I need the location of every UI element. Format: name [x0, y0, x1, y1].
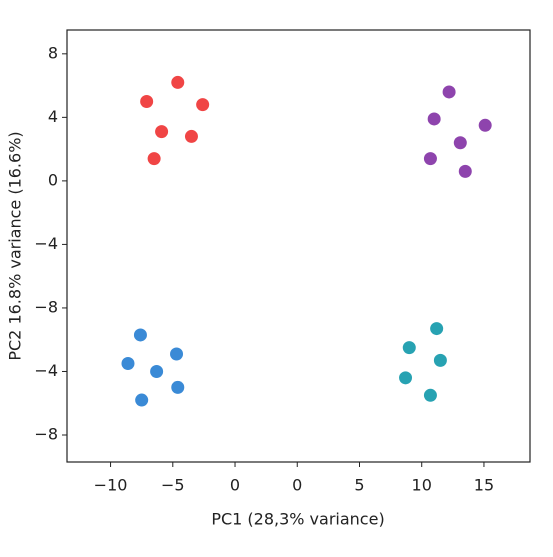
point — [458, 164, 472, 178]
point — [423, 152, 437, 166]
point — [430, 322, 444, 336]
point — [433, 353, 447, 367]
point — [478, 118, 492, 132]
point — [423, 388, 437, 402]
y-tick-label: −8 — [34, 425, 58, 444]
y-tick-label: −4 — [34, 234, 58, 253]
y-axis-label: PC2 16.8% variance (16.6%) — [6, 131, 25, 360]
point — [171, 380, 185, 394]
point — [442, 85, 456, 99]
x-tick-label: 15 — [474, 476, 494, 495]
point — [140, 94, 154, 108]
x-tick-label: 5 — [354, 476, 364, 495]
y-tick-label: 8 — [48, 43, 58, 62]
x-tick-label: 0 — [230, 476, 240, 495]
x-tick-label: −5 — [161, 476, 185, 495]
x-axis-label: PC1 (28,3% variance) — [211, 510, 384, 529]
y-tick-label: −8 — [34, 297, 58, 316]
plot-frame — [66, 29, 531, 463]
point — [399, 371, 413, 385]
y-tick-label: −4 — [34, 361, 58, 380]
x-tick-label: 0 — [292, 476, 302, 495]
point — [121, 357, 135, 371]
point — [402, 341, 416, 355]
point — [427, 112, 441, 126]
point — [147, 152, 161, 166]
y-tick-label: 0 — [48, 170, 58, 189]
y-tick-label: 4 — [48, 107, 58, 126]
x-tick-label: −10 — [94, 476, 128, 495]
point — [170, 347, 184, 361]
point — [155, 125, 169, 139]
point — [135, 393, 149, 407]
point — [133, 328, 147, 342]
point — [150, 364, 164, 378]
x-tick-label: 10 — [412, 476, 432, 495]
point — [196, 98, 210, 112]
point — [184, 129, 198, 143]
point — [171, 75, 185, 89]
point — [453, 136, 467, 150]
